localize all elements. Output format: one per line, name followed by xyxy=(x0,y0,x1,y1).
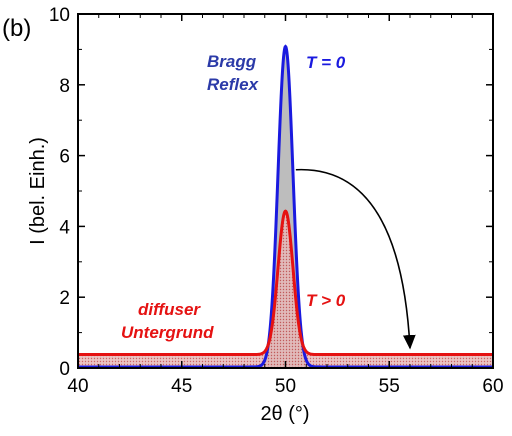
intensity-transfer-arrow xyxy=(296,170,410,348)
y-tick-label: 2 xyxy=(59,288,70,309)
annotation-untergrund: Untergrund xyxy=(121,323,214,342)
x-tick-label: 60 xyxy=(482,376,503,397)
annotation-reflex: Reflex xyxy=(207,75,260,94)
y-tick-label: 0 xyxy=(59,359,70,380)
x-tick-label: 45 xyxy=(171,376,192,397)
tpos-peak-fill xyxy=(68,211,504,368)
y-tick-label: 8 xyxy=(59,76,70,97)
y-tick-label: 4 xyxy=(59,217,70,238)
annotation-t-zero: T = 0 xyxy=(306,53,346,72)
annotation-bragg: Bragg xyxy=(207,52,257,71)
x-axis-title: 2θ (°) xyxy=(260,403,309,425)
x-tick-label: 55 xyxy=(379,376,400,397)
plot-area xyxy=(68,47,504,368)
annotation-t-positive: T > 0 xyxy=(306,291,346,310)
y-tick-label: 6 xyxy=(59,147,70,168)
x-tick-label: 40 xyxy=(67,376,88,397)
y-axis-title: I (bel. Einh.) xyxy=(27,137,49,245)
annotation-diffuser: diffuser xyxy=(138,300,201,319)
panel-label: (b) xyxy=(2,15,31,42)
y-tick-label: 10 xyxy=(49,5,70,26)
x-tick-label: 50 xyxy=(275,376,296,397)
